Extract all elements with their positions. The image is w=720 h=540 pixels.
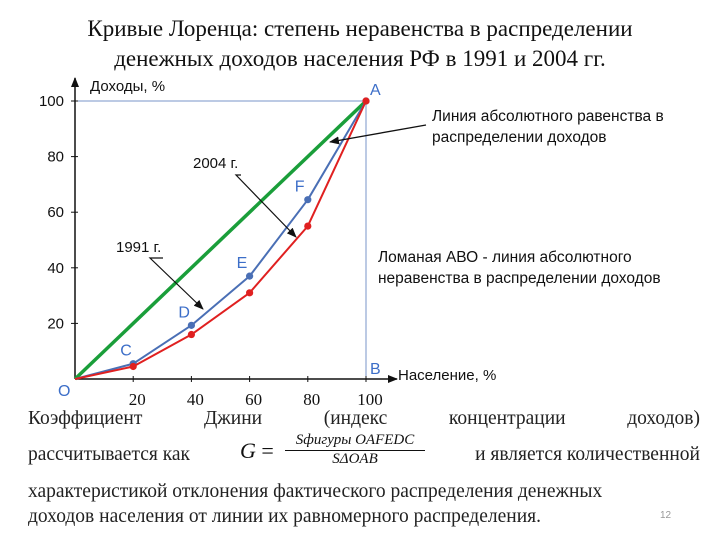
y-tick-label: 40 (47, 260, 64, 277)
x-tick-label: 40 (187, 390, 204, 409)
origin-label: O (58, 383, 70, 400)
point-label-e: E (237, 255, 248, 272)
y-axis-title: Доходы, % (90, 78, 165, 95)
footer-row-2-right: и является количественной (475, 444, 700, 465)
label-2004: 2004 г. (193, 155, 238, 172)
footer-row-1: Коэффициент Джини (индекс концентрации д… (28, 408, 700, 430)
footer-row-3: характеристикой отклонения фактического … (28, 481, 603, 502)
footer-word: концентрации (448, 408, 566, 429)
footer-word: (индекс (323, 408, 388, 429)
footer-word: Джини (203, 408, 263, 429)
slide-number: 12 (660, 510, 672, 521)
title-line-1: Кривые Лоренца: степень неравенства в ра… (87, 16, 633, 41)
series-point (246, 272, 254, 280)
y-tick-label: 60 (47, 204, 64, 221)
series-point (187, 321, 195, 329)
x-axis-title: Население, % (398, 367, 496, 384)
slide-title: Кривые Лоренца: степень неравенства в ра… (0, 14, 720, 74)
x-tick-label: 80 (303, 390, 320, 409)
series-line (74, 100, 367, 380)
arrow-1991 (148, 257, 204, 310)
equality-line (73, 99, 368, 381)
point-label-d: D (178, 304, 190, 321)
formula-lhs: G = (240, 438, 274, 463)
series-point (304, 196, 312, 204)
series-line (74, 100, 367, 380)
x-tick-label: 60 (245, 390, 262, 409)
equality-annotation: Линия абсолютного равенства в распределе… (432, 108, 664, 146)
footer-word: Коэффициент (28, 408, 143, 429)
footer-row-2-left: рассчитывается как (28, 444, 191, 465)
formula-fraction: Sфигуры OAFEDC SΔOAB (285, 432, 425, 468)
footer-word: доходов) (627, 408, 700, 429)
title-line-2: денежных доходов населения РФ в 1991 и 2… (114, 46, 606, 71)
formula-g: G (240, 438, 256, 463)
y-tick-label: 80 (47, 149, 64, 166)
point-label-c: C (120, 343, 132, 360)
arrow-2004 (234, 174, 297, 238)
arrow-equality (329, 124, 427, 145)
formula-denominator: SΔOAB (332, 451, 378, 467)
x-tick-label: 20 (129, 390, 146, 409)
series-point (362, 97, 370, 105)
formula-numerator: Sфигуры OAFEDC (285, 432, 425, 451)
series-point (129, 362, 137, 371)
label-1991: 1991 г. (116, 239, 161, 256)
footer-row-4: доходов населения от линии их равномерно… (28, 506, 541, 527)
point-label-b: B (370, 361, 381, 378)
point-label-a: A (370, 82, 381, 99)
abo-annotation: Ломаная АВО - линия абсолютного неравенс… (378, 249, 661, 287)
x-tick-label: 100 (357, 390, 383, 409)
y-tick-label: 20 (47, 315, 64, 332)
series-point (187, 330, 195, 339)
series-point (304, 222, 312, 230)
series-point (246, 289, 254, 297)
point-label-f: F (295, 179, 305, 196)
y-tick-label: 100 (39, 93, 64, 110)
